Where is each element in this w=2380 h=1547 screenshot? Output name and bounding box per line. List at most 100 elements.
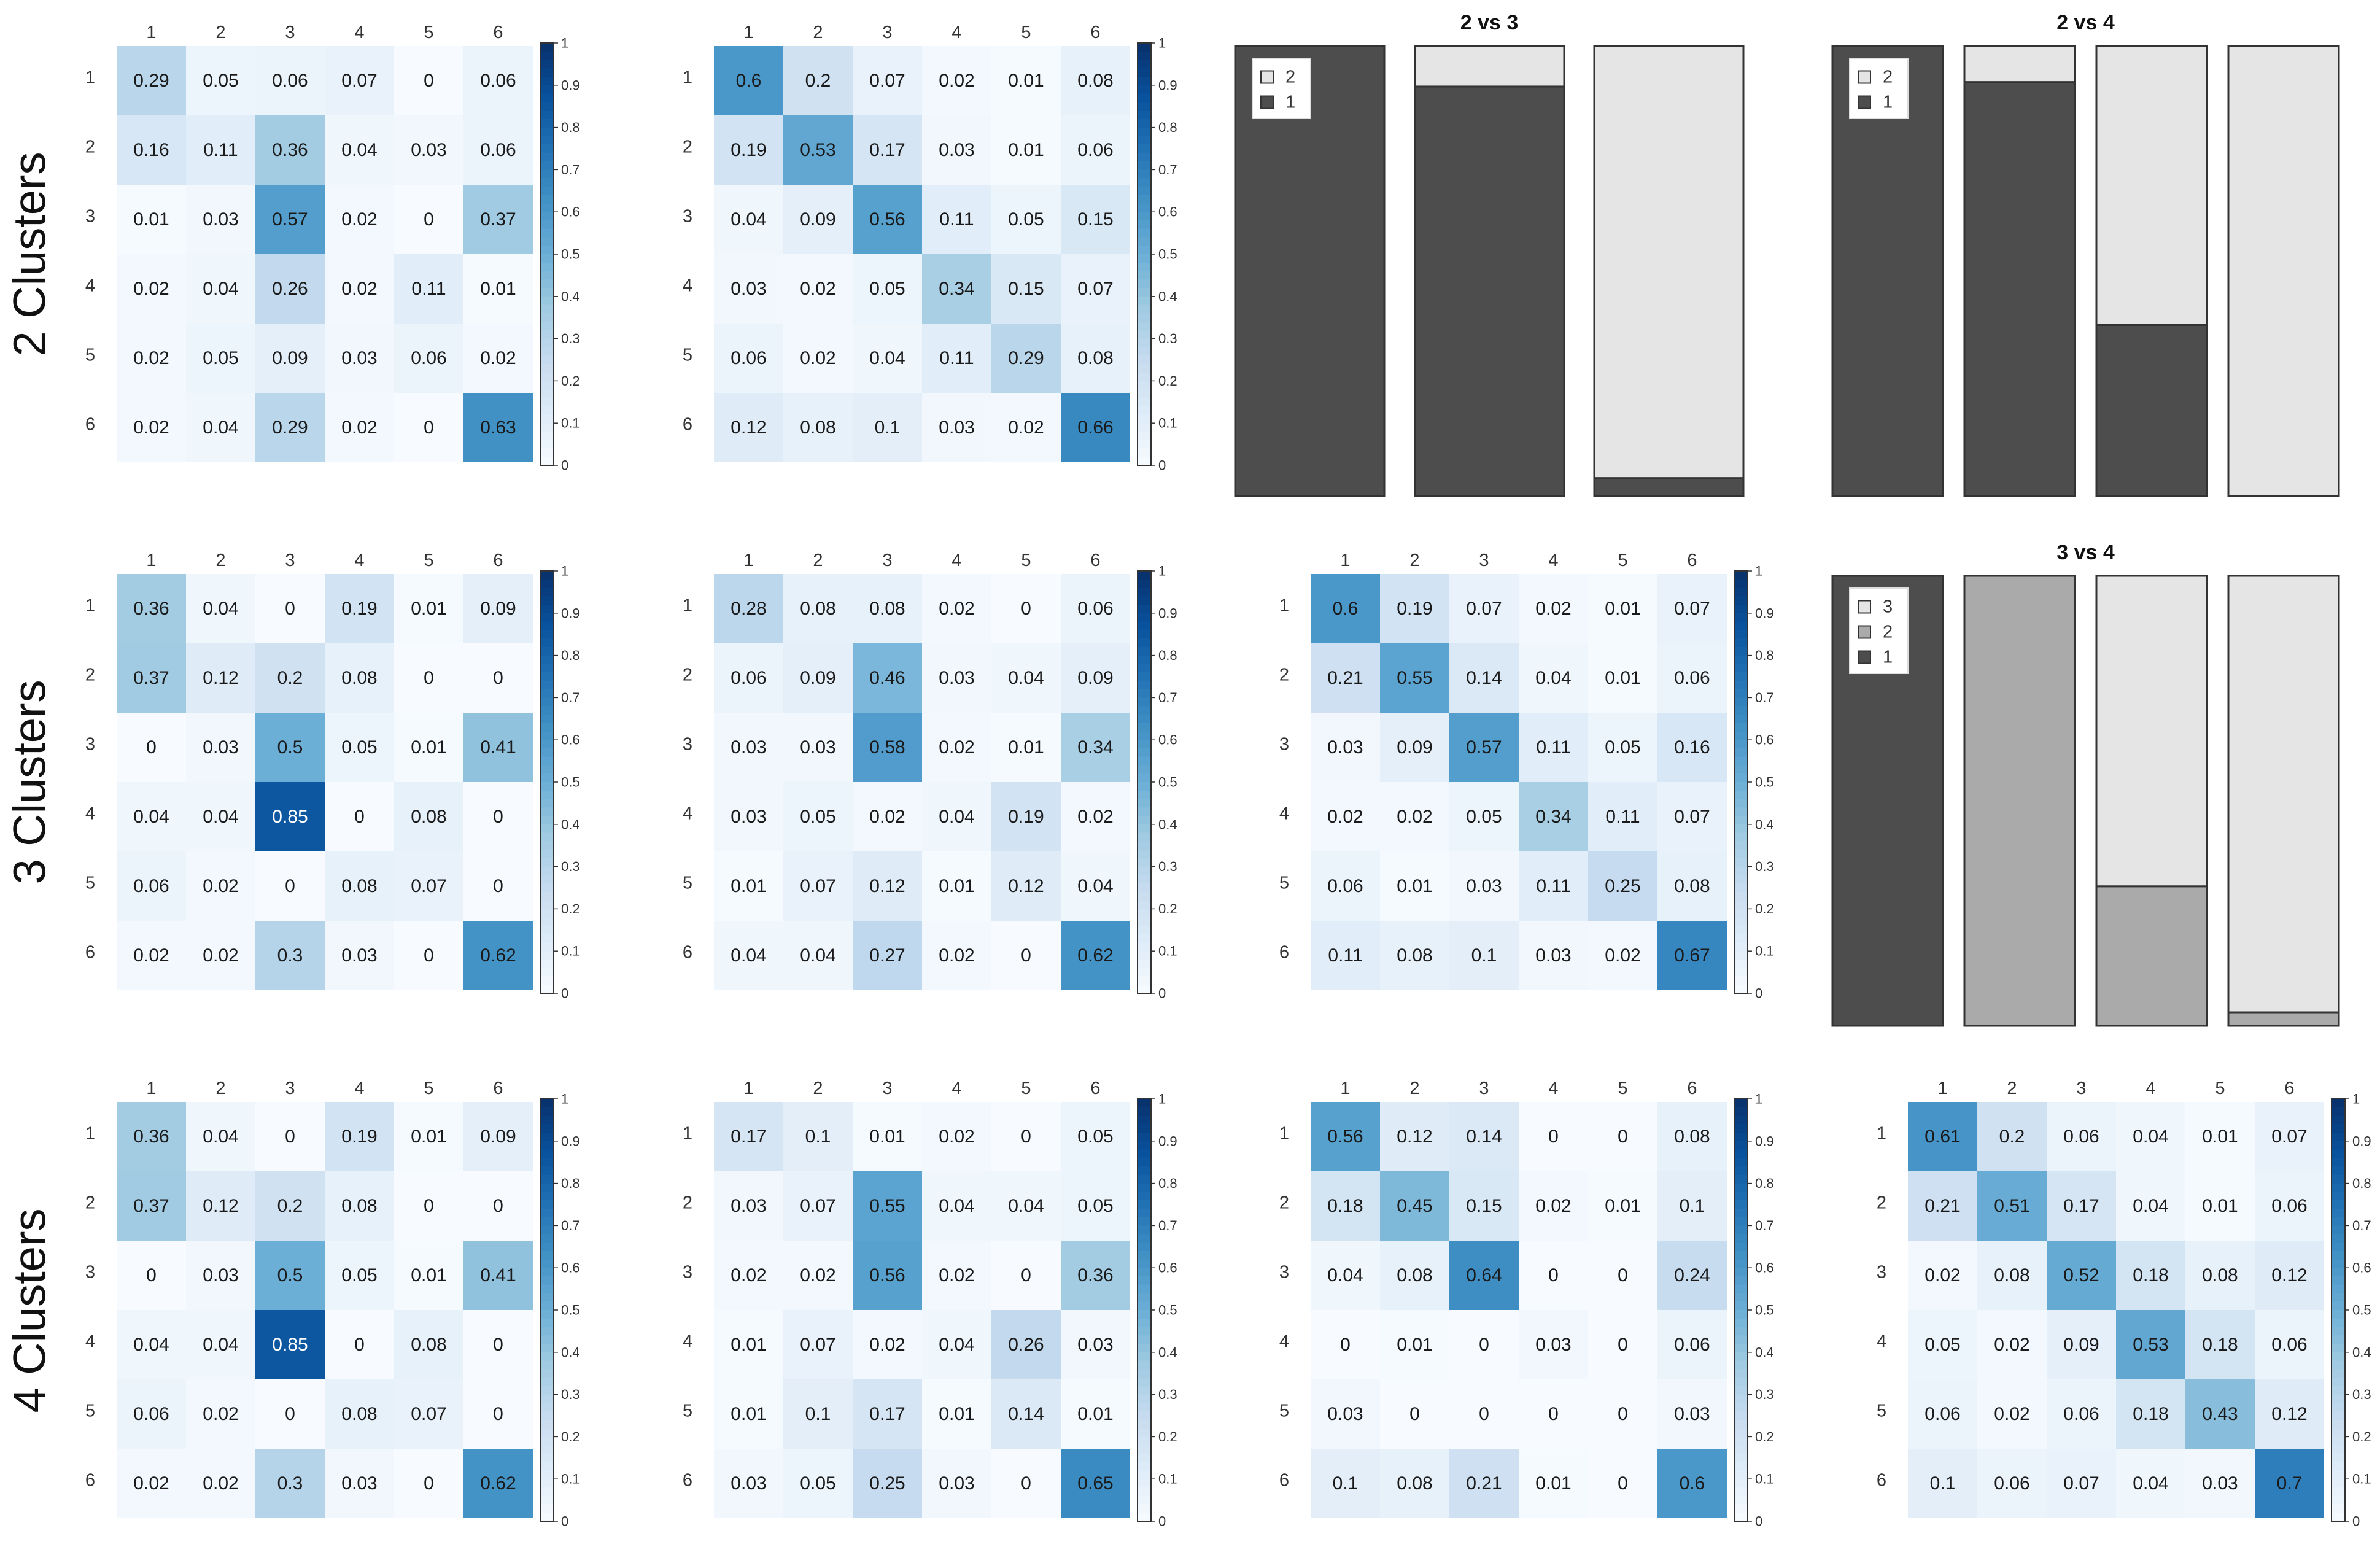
colorbar-segment xyxy=(1734,1250,1748,1260)
heatmap-row-label: 5 xyxy=(1279,1402,1289,1421)
heatmap-cell xyxy=(1311,643,1380,713)
heatmap-cell xyxy=(186,393,255,462)
colorbar-segment xyxy=(1138,1217,1151,1227)
colorbar-tick-label: 0.1 xyxy=(1755,944,1774,959)
heatmap-cell-label: 0.34 xyxy=(1535,807,1571,827)
colorbar-tick-label: 0.4 xyxy=(1158,289,1177,304)
colorbar-segment xyxy=(1138,431,1151,441)
colorbar-segment xyxy=(540,900,554,910)
heatmap-cell-label: 0 xyxy=(424,417,434,438)
heatmap-cell-label: 0.01 xyxy=(411,599,446,619)
heatmap-cell xyxy=(783,713,853,782)
heatmap-cell xyxy=(1061,851,1130,921)
colorbar-segment xyxy=(540,934,554,944)
heatmap-cell-label: 0.5 xyxy=(277,1265,303,1285)
heatmap-cell xyxy=(394,851,463,921)
colorbar-segment xyxy=(1138,891,1151,901)
colorbar-segment xyxy=(1734,782,1748,791)
colorbar-segment xyxy=(1138,1099,1151,1108)
colorbar-tick-label: 0.5 xyxy=(1755,775,1774,790)
heatmap-cell-label: 0.04 xyxy=(939,807,974,827)
heatmap-cell xyxy=(1061,1171,1130,1241)
colorbar-segment xyxy=(1138,1318,1151,1328)
colorbar-segment xyxy=(2332,1174,2345,1184)
colorbar-tick-label: 0.7 xyxy=(1158,690,1177,705)
colorbar-segment xyxy=(1138,587,1151,597)
heatmap-cell-label: 0.08 xyxy=(1077,71,1113,91)
heatmap-cell-label: 0.62 xyxy=(480,1473,516,1494)
colorbar-segment xyxy=(1138,1183,1151,1193)
heatmap-row-label: 6 xyxy=(1877,1471,1886,1491)
heatmap-cell xyxy=(783,1171,853,1241)
colorbar-segment xyxy=(1138,372,1151,382)
heatmap-cell-label: 0.01 xyxy=(411,1265,446,1285)
colorbar-segment xyxy=(2332,1487,2345,1497)
heatmap-cell-label: 0.36 xyxy=(133,1126,169,1147)
heatmap-cell xyxy=(1311,1310,1380,1379)
heatmap-cell xyxy=(922,643,991,713)
colorbar-segment xyxy=(2332,1250,2345,1260)
heatmap-cell xyxy=(1519,1102,1588,1171)
heatmap-cell-label: 0.01 xyxy=(1397,876,1432,896)
colorbar-segment xyxy=(1138,254,1151,263)
heatmap-cell xyxy=(714,713,783,782)
heatmap-cell-label: 0.03 xyxy=(731,279,766,299)
colorbar-tick-label: 0.9 xyxy=(561,77,580,93)
heatmap-cell-label: 0.02 xyxy=(869,807,905,827)
colorbar-segment xyxy=(540,93,554,103)
colorbar-tick-label: 0.6 xyxy=(561,204,580,220)
colorbar-segment xyxy=(540,102,554,111)
heatmap-cell xyxy=(394,46,463,115)
colorbar-segment xyxy=(1138,646,1151,656)
colorbar-segment xyxy=(540,406,554,416)
heatmap-cell xyxy=(1061,185,1130,254)
colorbar-tick-label: 0.6 xyxy=(2352,1260,2371,1276)
heatmap-cell-label: 0.36 xyxy=(133,599,169,619)
colorbar-segment xyxy=(1138,195,1151,204)
heatmap-row-label: 2 xyxy=(85,138,95,157)
colorbar-segment xyxy=(1138,1259,1151,1268)
heatmap-panel: 0.6 0.19 0.07 0.02 0.01 0.070.21 0.55 0.14 0.04 0… xyxy=(1279,551,1774,1001)
heatmap-col-label: 5 xyxy=(424,23,433,42)
heatmap-cell xyxy=(1657,713,1727,782)
colorbar-segment xyxy=(1138,110,1151,120)
heatmap-cell-label: 0.03 xyxy=(939,140,974,160)
colorbar-segment xyxy=(2332,1293,2345,1303)
colorbar-segment xyxy=(2332,1403,2345,1412)
heatmap-cell-label: 0.01 xyxy=(411,737,446,758)
heatmap-cell-label: 0.07 xyxy=(869,71,905,91)
heatmap-cell-label: 0.01 xyxy=(1397,1335,1432,1355)
heatmap-cell-label: 0.02 xyxy=(1535,599,1571,619)
colorbar-tick-label: 0.1 xyxy=(561,1471,580,1487)
heatmap-row-label: 1 xyxy=(1279,596,1289,616)
heatmap-col-label: 5 xyxy=(1618,1079,1627,1098)
heatmap-cell xyxy=(325,1241,394,1310)
colorbar-segment xyxy=(1138,43,1151,52)
heatmap-cell xyxy=(1061,713,1130,782)
heatmap-cell-label: 0.21 xyxy=(1466,1473,1502,1494)
heatmap-cell-label: 0.05 xyxy=(341,737,377,758)
heatmap-cell xyxy=(117,643,186,713)
heatmap-cell xyxy=(922,1102,991,1171)
heatmap-cell xyxy=(325,1449,394,1518)
colorbar-segment xyxy=(1138,1200,1151,1209)
stacked-bar-segment xyxy=(2227,575,2340,1014)
heatmap-cell xyxy=(1380,1449,1449,1518)
heatmap-cell-label: 0.62 xyxy=(1077,945,1113,966)
colorbar-segment xyxy=(540,77,554,86)
heatmap-cell-label: 0.08 xyxy=(800,417,835,438)
colorbar-segment xyxy=(540,1352,554,1362)
colorbar-segment xyxy=(540,875,554,884)
colorbar-segment xyxy=(1734,1327,1748,1336)
colorbar-segment xyxy=(1138,1369,1151,1378)
heatmap-cell-label: 0.1 xyxy=(1680,1196,1705,1216)
heatmap-cell-label: 0.03 xyxy=(1327,1404,1363,1424)
heatmap-cell xyxy=(853,1241,922,1310)
heatmap-cell-label: 0.04 xyxy=(731,209,766,230)
heatmap-cell xyxy=(2185,1449,2255,1518)
heatmap-cell xyxy=(117,851,186,921)
colorbar-segment xyxy=(540,605,554,614)
bar-outline xyxy=(2227,45,2340,497)
heatmap-row-label: 3 xyxy=(683,207,692,227)
heatmap-cell-label: 0.05 xyxy=(1605,737,1640,758)
